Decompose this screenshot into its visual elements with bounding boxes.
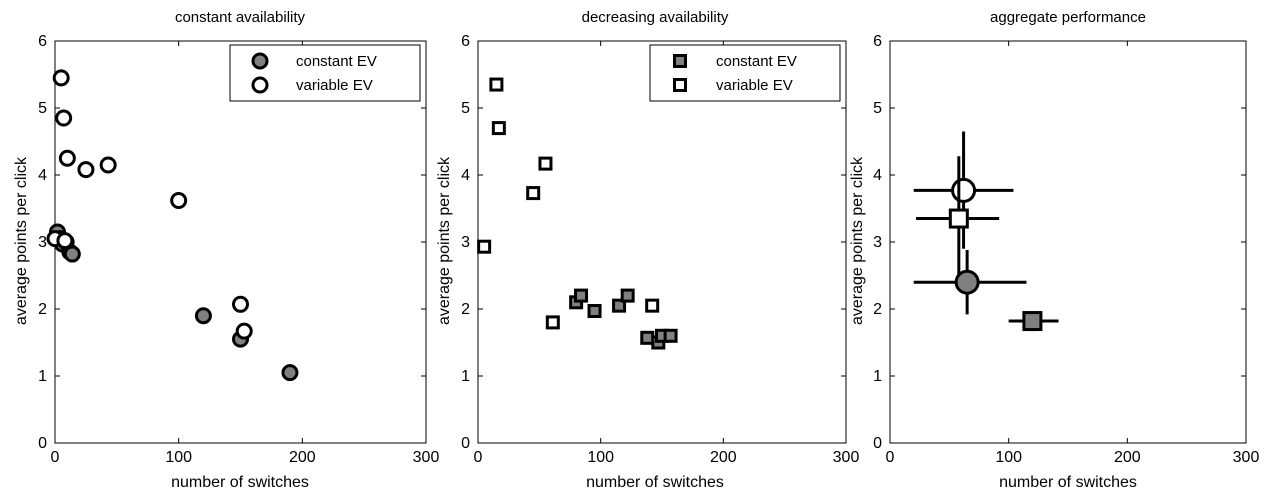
- y-tick-label: 6: [38, 33, 47, 50]
- data-point: [56, 232, 74, 250]
- y-tick-label: 0: [461, 435, 470, 452]
- legend-marker: [673, 54, 687, 68]
- data-point: [640, 330, 655, 345]
- data-point: [194, 307, 212, 325]
- x-tick-label: 300: [1233, 449, 1260, 466]
- x-tick-label: 0: [474, 449, 483, 466]
- y-tick-label: 2: [461, 301, 470, 318]
- y-tick-label: 4: [873, 167, 882, 184]
- y-tick-label: 4: [38, 167, 47, 184]
- x-tick-label: 0: [51, 449, 60, 466]
- data-point: [63, 245, 81, 263]
- y-tick-label: 0: [38, 435, 47, 452]
- aggregate-point: [948, 208, 969, 229]
- panel-constant-availability: constant availability number of switches…: [13, 9, 309, 491]
- panel-2-xlabel: number of switches: [586, 474, 724, 491]
- y-tick-label: 5: [461, 100, 470, 117]
- y-tick-label: 1: [873, 368, 882, 385]
- y-tick-label: 2: [38, 301, 47, 318]
- aggregate-point: [954, 269, 980, 295]
- panel-1-plot: 0 100 200 300 0 1 2 3 4 5 6 constant EV variable EV: [38, 33, 439, 466]
- y-tick-label: 5: [873, 100, 882, 117]
- legend-label: constant EV: [296, 53, 377, 70]
- data-point: [587, 304, 602, 319]
- data-point: [52, 69, 70, 87]
- y-tick-label: 4: [461, 167, 470, 184]
- x-tick-label: 0: [886, 449, 895, 466]
- data-point: [55, 109, 73, 127]
- legend-label: variable EV: [296, 77, 373, 94]
- panel-1-xlabel: number of switches: [171, 474, 309, 491]
- y-tick-label: 3: [461, 234, 470, 251]
- x-tick-label: 200: [1114, 449, 1141, 466]
- panel-3-ylabel: average points per click: [849, 156, 866, 325]
- data-point: [645, 298, 660, 313]
- x-tick-label: 100: [165, 449, 192, 466]
- data-point: [491, 121, 506, 136]
- aggregate-point: [1022, 311, 1043, 332]
- panel-2-ylabel: average points per click: [436, 156, 453, 325]
- data-point: [99, 156, 117, 174]
- data-point: [281, 364, 299, 382]
- data-point: [77, 161, 95, 179]
- panel-3-xlabel: number of switches: [999, 474, 1137, 491]
- panel-3-plot: 0 100 200 300 0 1 2 3 4 5 6: [873, 33, 1259, 466]
- panel-aggregate-performance: aggregate performance number of switches…: [849, 9, 1146, 491]
- data-point: [538, 156, 553, 171]
- data-point: [477, 239, 492, 254]
- y-tick-label: 3: [873, 234, 882, 251]
- data-point: [58, 149, 76, 167]
- legend-marker: [673, 78, 687, 92]
- y-tick-label: 5: [38, 100, 47, 117]
- panel-3-frame: [889, 40, 1247, 444]
- y-tick-label: 6: [873, 33, 882, 50]
- panel-2-title: decreasing availability: [582, 9, 729, 26]
- data-point: [489, 77, 504, 92]
- data-point: [170, 191, 188, 209]
- y-tick-label: 3: [38, 234, 47, 251]
- data-point: [612, 298, 627, 313]
- y-tick-label: 0: [873, 435, 882, 452]
- y-tick-label: 2: [873, 301, 882, 318]
- legend-marker: [251, 76, 269, 94]
- legend-label: constant EV: [716, 53, 797, 70]
- data-point: [526, 186, 541, 201]
- panel-decreasing-availability: decreasing availability number of switch…: [436, 9, 729, 491]
- legend: constant EV variable EV: [229, 44, 421, 102]
- panel-1-title: constant availability: [175, 9, 306, 26]
- legend: constant EV variable EV: [649, 44, 841, 102]
- legend-marker: [251, 52, 269, 70]
- data-point: [232, 295, 249, 313]
- data-point: [545, 315, 560, 330]
- x-tick-label: 300: [833, 449, 860, 466]
- aggregate-point: [951, 177, 977, 203]
- data-point: [663, 328, 678, 343]
- panel-1-ylabel: average points per click: [13, 156, 30, 325]
- panel-2-plot: 0 100 200 300 0 1 2 3 4 5 6 constant EV variable EV: [461, 33, 859, 466]
- legend-label: variable EV: [716, 77, 793, 94]
- x-tick-label: 200: [289, 449, 316, 466]
- y-tick-label: 6: [461, 33, 470, 50]
- y-tick-label: 1: [38, 368, 47, 385]
- x-tick-label: 100: [995, 449, 1022, 466]
- x-tick-label: 200: [710, 449, 737, 466]
- data-point: [235, 322, 253, 340]
- x-tick-label: 100: [587, 449, 614, 466]
- data-point: [574, 288, 589, 303]
- data-point: [620, 288, 635, 303]
- panel-3-title: aggregate performance: [990, 9, 1146, 26]
- x-tick-label: 300: [413, 449, 440, 466]
- y-tick-label: 1: [461, 368, 470, 385]
